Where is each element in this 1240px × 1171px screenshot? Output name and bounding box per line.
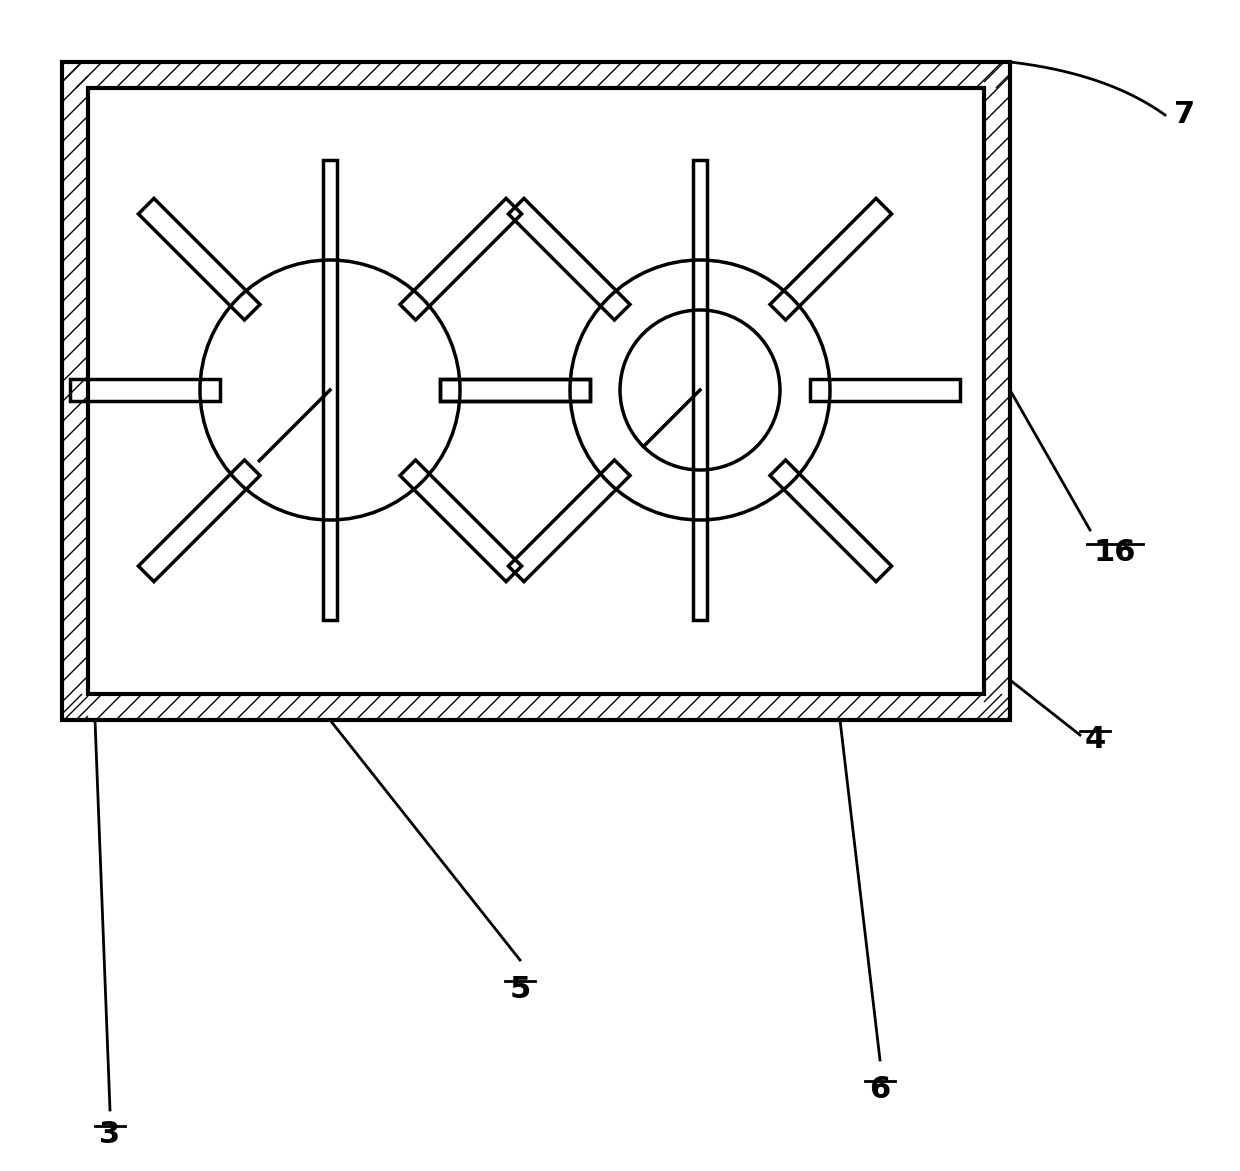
Text: 16: 16 <box>1094 537 1136 567</box>
Text: 6: 6 <box>869 1075 890 1104</box>
Text: 7: 7 <box>1174 100 1195 129</box>
Text: 3: 3 <box>99 1119 120 1149</box>
Text: 4: 4 <box>1084 725 1106 754</box>
Text: 5: 5 <box>510 975 531 1004</box>
